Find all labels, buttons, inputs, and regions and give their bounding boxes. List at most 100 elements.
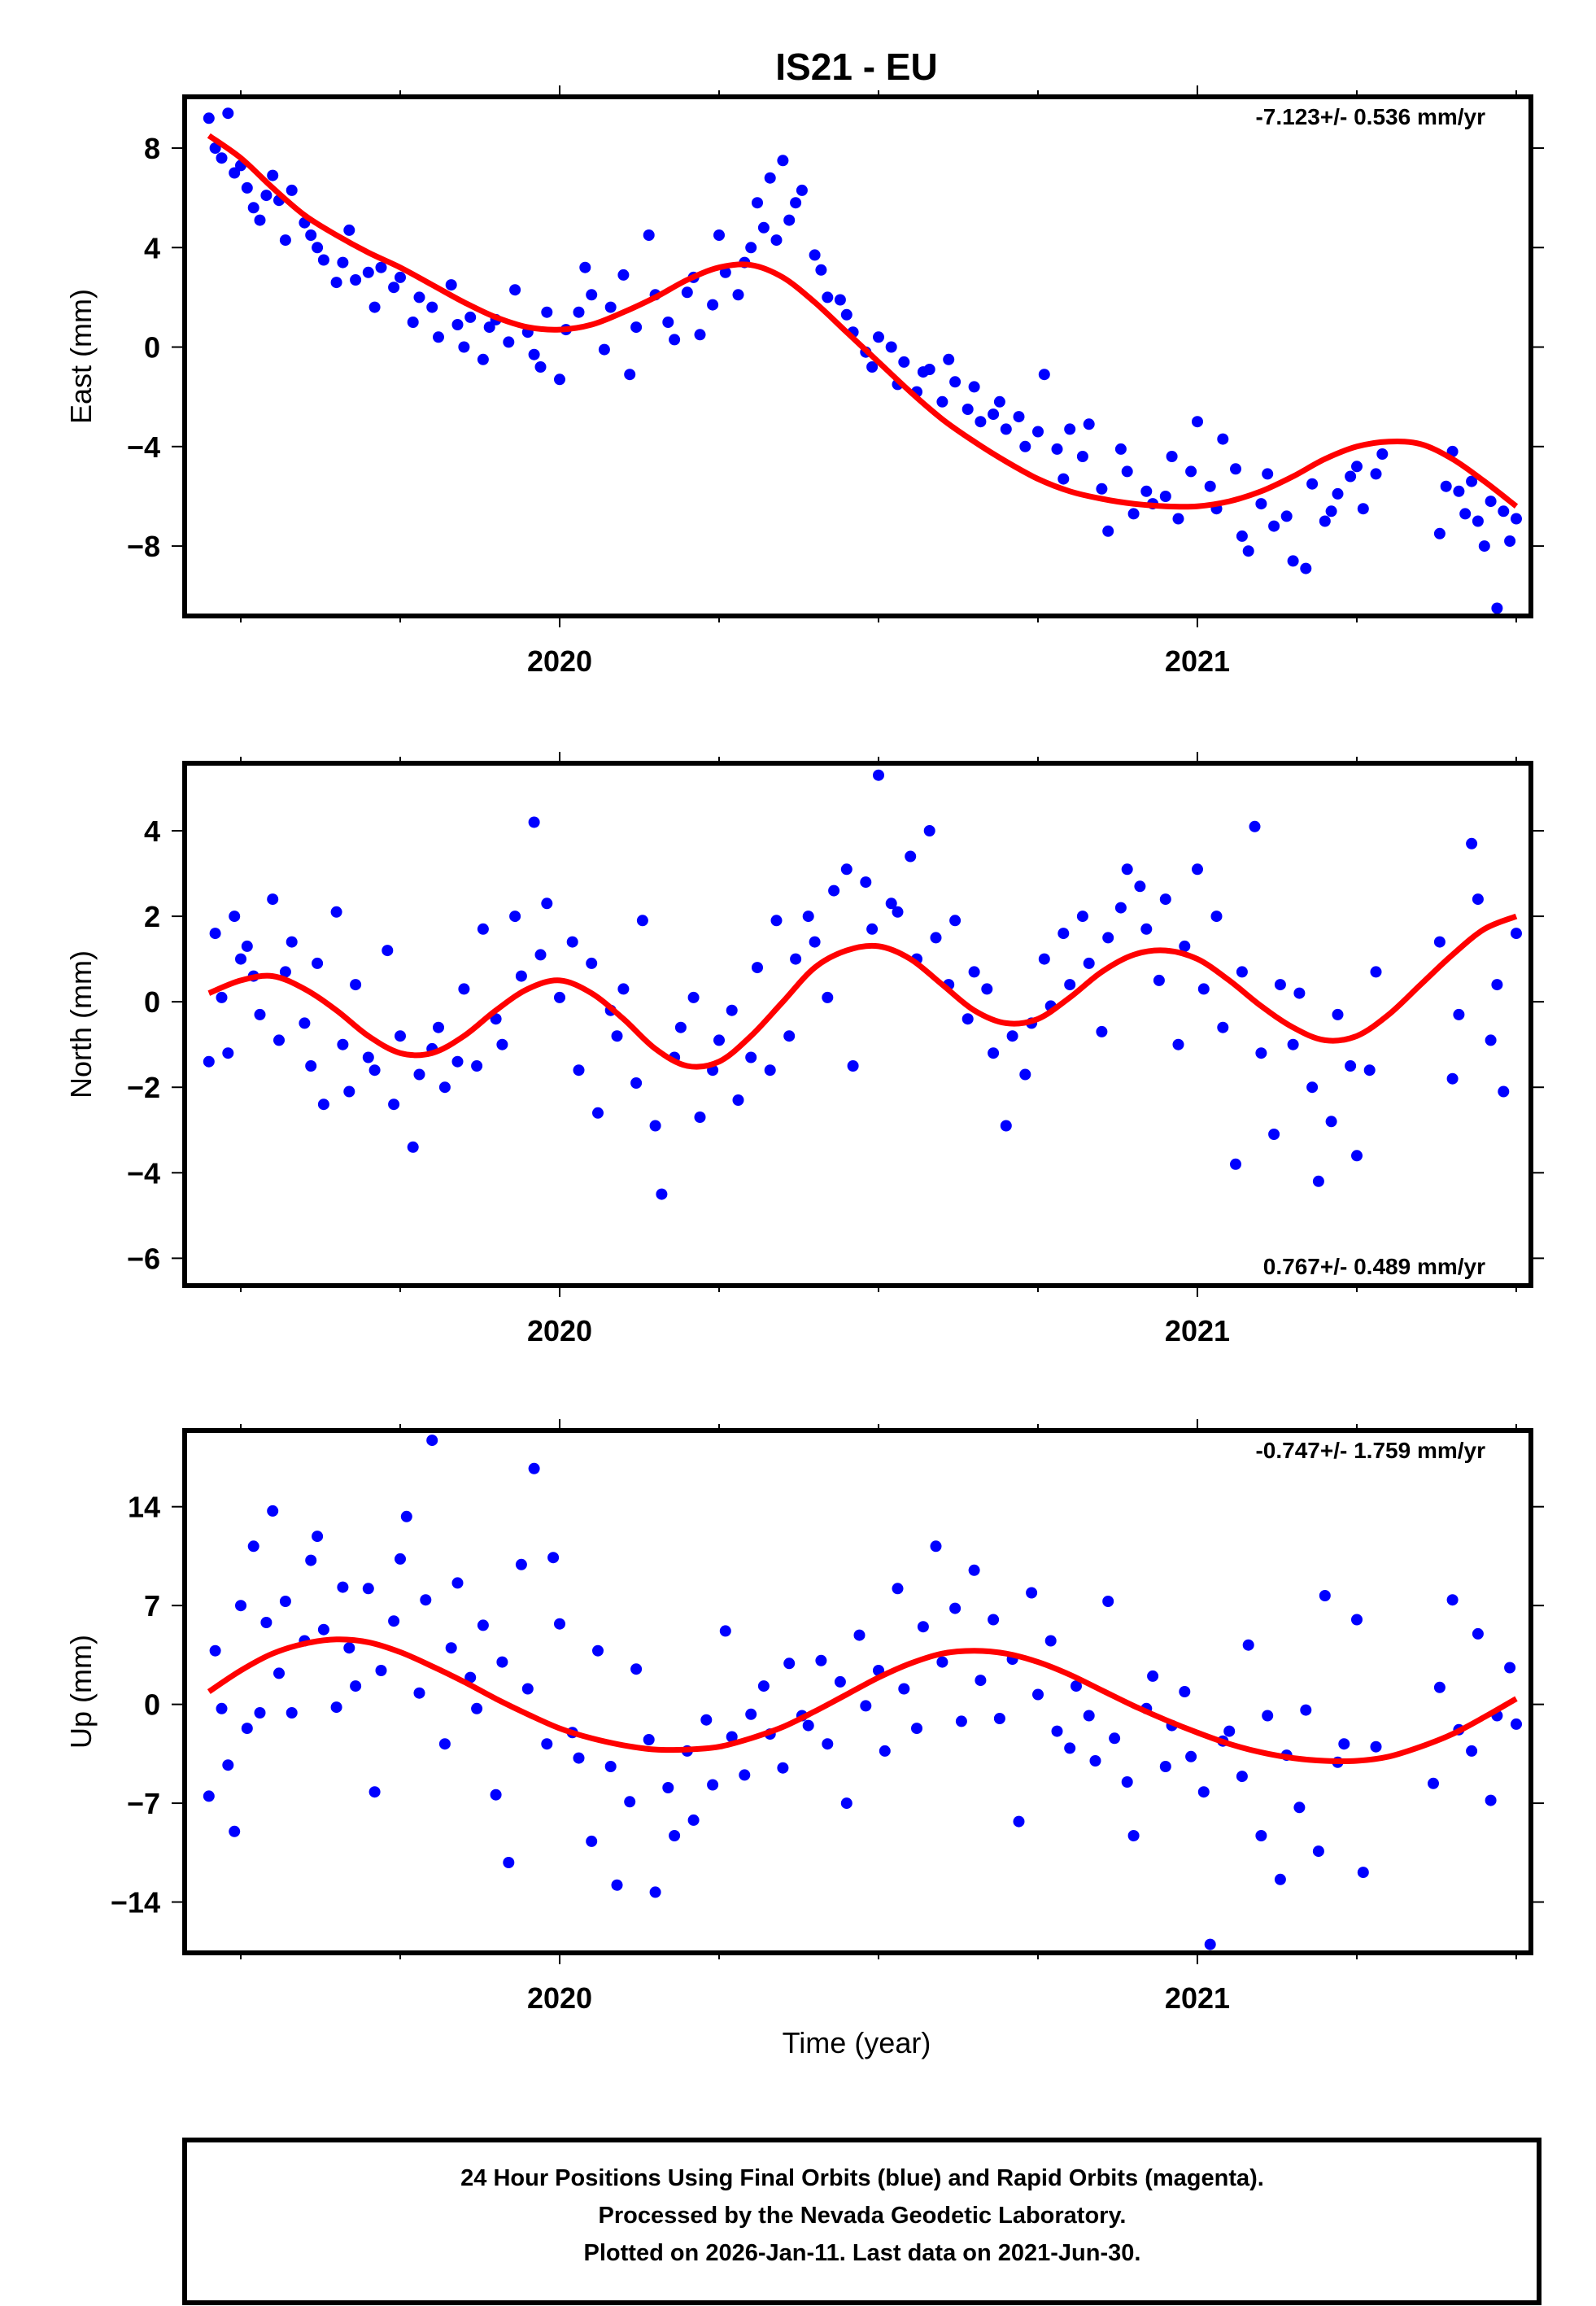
data-point <box>279 1596 291 1607</box>
data-point <box>541 1738 553 1750</box>
data-point <box>395 271 406 283</box>
data-point <box>1179 1686 1191 1697</box>
data-point <box>1109 1732 1121 1745</box>
data-point <box>273 1034 285 1046</box>
data-point <box>1185 1750 1197 1762</box>
data-point <box>1114 443 1127 455</box>
data-point <box>892 1583 904 1595</box>
data-point <box>362 1583 374 1595</box>
data-point <box>1274 979 1286 991</box>
data-point <box>757 221 770 234</box>
y-tick-label: 0 <box>144 985 160 1019</box>
data-point <box>350 979 362 991</box>
data-point <box>1038 953 1050 965</box>
data-point <box>1051 443 1063 455</box>
data-point <box>337 256 349 269</box>
data-point <box>681 286 693 299</box>
data-point <box>1102 1596 1114 1607</box>
data-point <box>375 1665 387 1676</box>
data-point <box>203 1055 215 1068</box>
data-point <box>1114 902 1127 914</box>
data-point <box>815 1654 827 1666</box>
x-tick-label: 2021 <box>1165 1314 1230 1347</box>
data-point <box>988 408 1000 421</box>
data-point <box>229 167 241 179</box>
data-point <box>630 1663 643 1675</box>
data-point <box>1325 505 1337 518</box>
data-point <box>1249 820 1261 832</box>
data-point <box>604 301 617 313</box>
data-point <box>1345 1060 1357 1072</box>
data-point <box>822 1738 834 1750</box>
data-point <box>375 261 387 273</box>
data-point <box>362 266 374 278</box>
data-point <box>968 966 980 978</box>
data-point <box>496 1656 508 1668</box>
data-point <box>566 936 578 948</box>
x-tick-label: 2020 <box>527 1981 592 2015</box>
data-point <box>943 353 955 365</box>
data-point <box>873 331 884 343</box>
data-point <box>1312 1845 1324 1858</box>
data-point <box>1433 936 1446 948</box>
data-point <box>917 1621 929 1633</box>
data-point <box>923 364 935 375</box>
data-point <box>1197 1786 1210 1798</box>
data-point <box>573 306 585 318</box>
data-point <box>624 1796 636 1808</box>
data-point <box>413 291 425 304</box>
data-point <box>286 1707 298 1719</box>
data-point <box>1159 1761 1171 1772</box>
data-point <box>1255 1047 1267 1059</box>
data-point <box>713 1034 725 1046</box>
data-point <box>790 197 802 209</box>
data-point <box>209 1644 221 1657</box>
data-point <box>752 962 763 974</box>
data-point <box>1498 1085 1510 1098</box>
data-point <box>1478 540 1490 552</box>
plot-frame <box>182 1428 1533 1955</box>
data-point <box>764 1064 776 1077</box>
data-point <box>853 1629 866 1641</box>
data-point <box>471 1060 483 1072</box>
data-point <box>1096 1025 1108 1037</box>
data-point <box>1147 1670 1159 1682</box>
y-tick-label: −14 <box>111 1886 160 1919</box>
data-point <box>350 1680 362 1692</box>
data-point <box>1293 1802 1306 1814</box>
data-point <box>840 1797 853 1810</box>
data-point <box>1076 911 1088 923</box>
data-point <box>388 282 400 294</box>
y-axis-label: North (mm) <box>64 950 98 1098</box>
data-point <box>1466 837 1478 849</box>
y-tick-label: 0 <box>144 331 160 365</box>
data-point <box>1446 1594 1459 1606</box>
data-point <box>573 1064 585 1077</box>
data-point <box>975 1675 987 1687</box>
data-point <box>757 1680 770 1692</box>
data-point <box>330 1701 342 1714</box>
data-point <box>592 1644 604 1657</box>
data-point <box>337 1581 349 1593</box>
data-point <box>1210 911 1223 923</box>
data-point <box>1089 1755 1101 1767</box>
data-point <box>312 242 324 254</box>
data-point <box>573 1752 585 1764</box>
data-point <box>802 911 814 923</box>
data-point <box>923 825 935 836</box>
data-point <box>1300 1704 1312 1716</box>
data-point <box>426 1435 438 1447</box>
data-point <box>1293 987 1306 999</box>
data-point <box>420 1594 432 1606</box>
y-tick-label: 0 <box>144 1688 160 1722</box>
data-point <box>483 321 495 334</box>
data-point <box>732 289 744 301</box>
data-point <box>1026 1587 1038 1599</box>
data-point <box>719 1625 731 1637</box>
data-point <box>834 294 846 306</box>
data-point <box>783 1030 796 1042</box>
data-point <box>662 1782 674 1793</box>
data-point <box>847 1060 859 1072</box>
data-point <box>1370 468 1382 480</box>
panel-up: 2020 2021 14 7 0 −7 −14 Up (mm) -0.747+/- 1.759 … <box>64 1419 1544 2015</box>
